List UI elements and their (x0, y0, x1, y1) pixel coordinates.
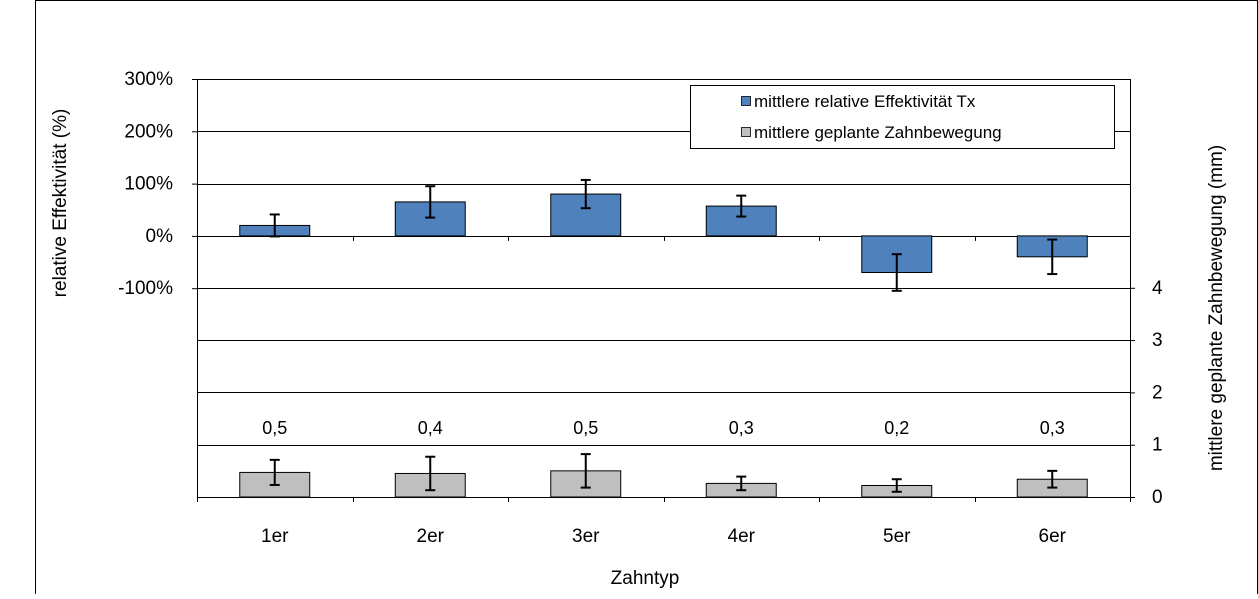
legend-label-zahnbewegung: mittlere geplante Zahnbewegung (754, 123, 1002, 142)
legend: mittlere relative Effektivität Tx mittle… (690, 85, 1115, 149)
x-tick-label: 1er (261, 526, 289, 547)
y-tick-label-right: 2 (1152, 382, 1163, 403)
data-label-zahnbewegung: 0,5 (262, 418, 287, 438)
x-tick-label: 6er (1039, 526, 1067, 547)
y-tick-label-right: 4 (1152, 278, 1163, 299)
y-tick-label-right: 0 (1152, 487, 1163, 508)
y-axis-title-left: relative Effektivität (%) (50, 109, 71, 298)
y-tick-label-right: 3 (1152, 330, 1163, 351)
legend-label-effektivitaet: mittlere relative Effektivität Tx (754, 92, 976, 111)
y-tick-label-left: 300% (124, 69, 173, 90)
x-axis-title: Zahntyp (611, 568, 680, 589)
x-tick-label: 5er (883, 526, 911, 547)
x-tick-label: 3er (572, 526, 600, 547)
bar-effektivitaet (550, 193, 622, 237)
y-tick-label-left: -100% (118, 278, 173, 299)
axes: 300% 200% 100% 0% -100% 4 3 2 1 0 1er 2er 3er 4er 5er 6… (118, 69, 1163, 547)
bars-layer: 0,5 0,4 0,5 0,3 0,2 0,3 (239, 178, 1088, 498)
y-tick-label-left: 0% (146, 226, 174, 247)
y-tick-label-left: 200% (124, 121, 173, 142)
y-tick-label-left: 100% (124, 174, 173, 195)
y-axis-title-right: mittlere geplante Zahnbewegung (mm) (1206, 145, 1227, 471)
legend-box (690, 85, 1115, 149)
x-tick-label: 4er (728, 526, 756, 547)
data-label-zahnbewegung: 0,3 (729, 418, 754, 438)
data-label-zahnbewegung: 0,2 (884, 418, 909, 438)
data-label-zahnbewegung: 0,5 (573, 418, 598, 438)
legend-swatch-zahnbewegung (741, 127, 751, 137)
gridlines (197, 79, 1130, 446)
data-label-zahnbewegung: 0,4 (418, 418, 443, 438)
y-tick-label-right: 1 (1152, 435, 1163, 456)
data-label-zahnbewegung: 0,3 (1040, 418, 1065, 438)
legend-swatch-effektivitaet (741, 96, 751, 106)
x-tick-label: 2er (417, 526, 445, 547)
